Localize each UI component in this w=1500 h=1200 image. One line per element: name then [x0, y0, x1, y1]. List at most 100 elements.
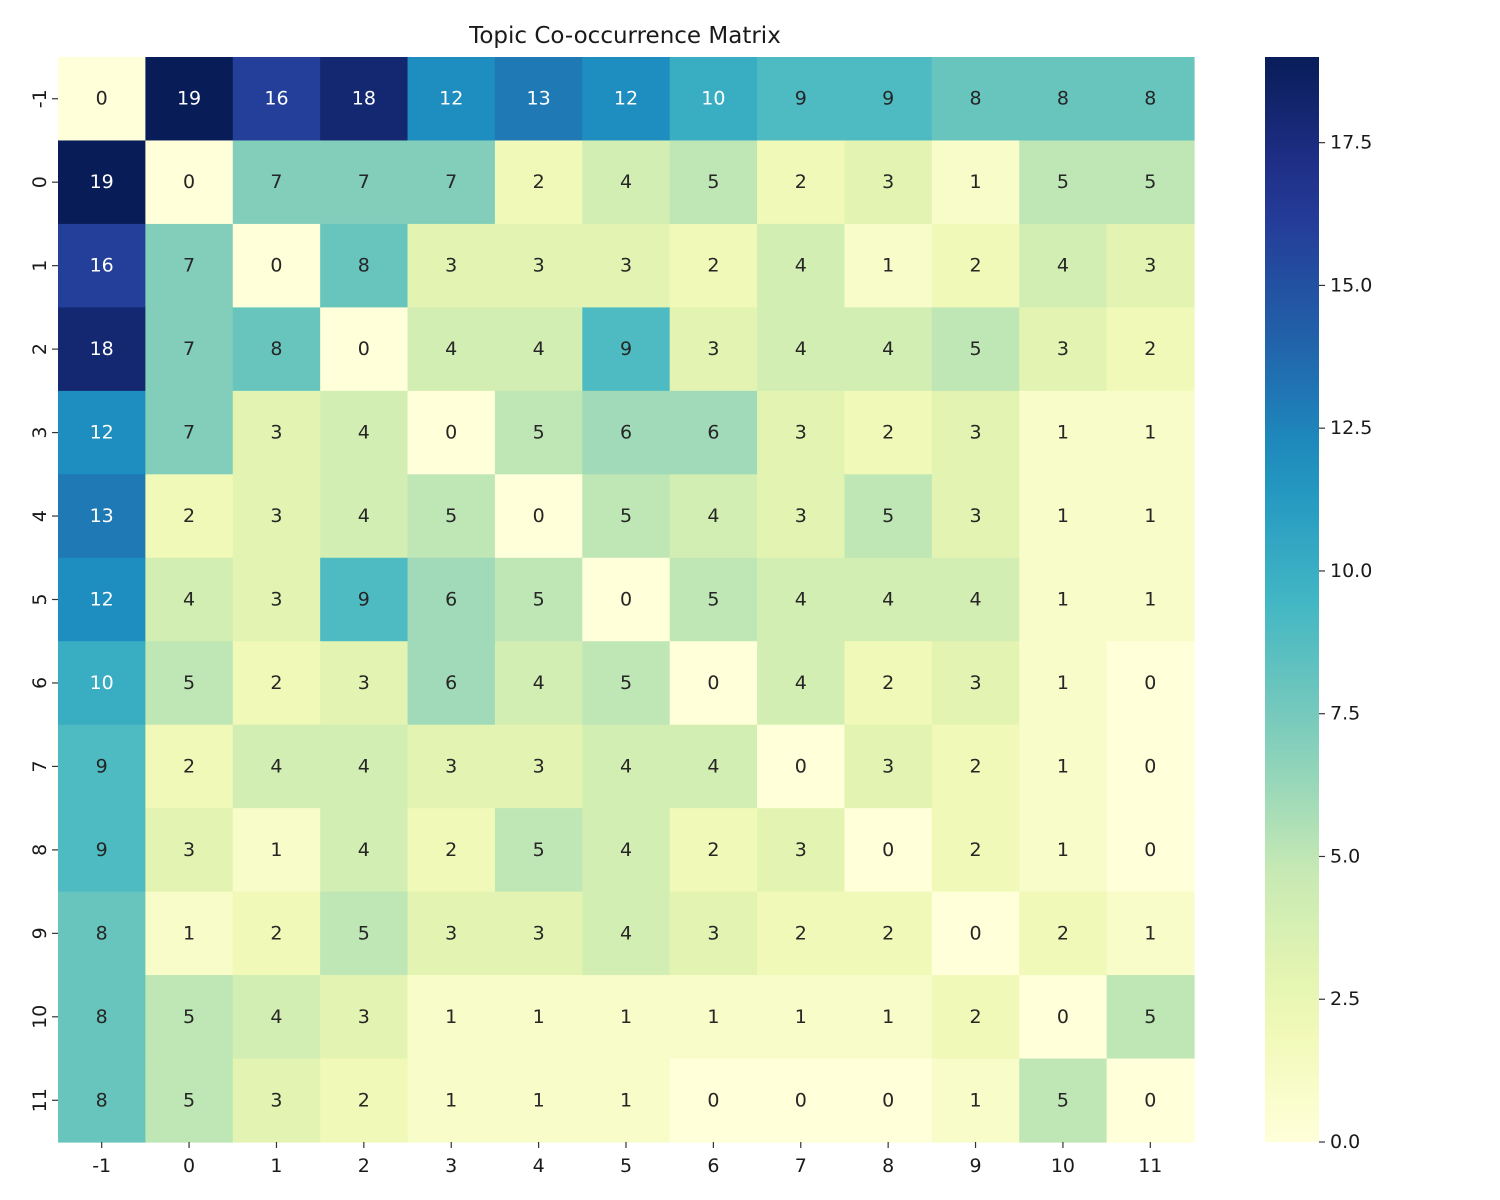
cell-value-label: 3: [795, 505, 807, 527]
cell-value-label: 19: [177, 88, 201, 110]
colorbar-tick-label: 2.5: [1330, 988, 1360, 1010]
cell-value-label: 19: [90, 171, 114, 193]
heatmap-cell: [1019, 1058, 1108, 1143]
y-tick-label: 11: [29, 1088, 51, 1112]
cell-value-label: 4: [358, 839, 370, 861]
cell-value-label: 0: [620, 589, 632, 611]
heatmap-cell: [494, 641, 583, 726]
cell-value-label: 12: [90, 589, 114, 611]
cell-value-label: 3: [445, 755, 457, 777]
cell-value-label: 1: [1057, 839, 1069, 861]
cell-value-label: 4: [358, 422, 370, 444]
heatmap-cell: [582, 57, 671, 142]
cell-value-label: 1: [882, 1006, 894, 1028]
heatmap-cell: [58, 1058, 146, 1143]
heatmap-cell: [58, 641, 146, 726]
heatmap-cell: [1019, 557, 1108, 642]
colorbar-tick-label: 5.0: [1330, 845, 1360, 867]
heatmap-cell: [844, 223, 933, 308]
x-tick-label: 11: [1138, 1155, 1162, 1177]
heatmap-cell: [844, 1058, 933, 1143]
cell-value-label: 5: [1057, 171, 1069, 193]
cell-value-label: 4: [358, 755, 370, 777]
cell-value-label: 4: [445, 338, 457, 360]
cell-value-label: 1: [882, 255, 894, 277]
cell-value-label: 0: [882, 839, 894, 861]
heatmap-cell: [669, 975, 758, 1060]
heatmap-cell: [407, 474, 496, 559]
cell-value-label: 4: [882, 589, 894, 611]
cell-value-label: 4: [707, 755, 719, 777]
cell-value-label: 4: [620, 922, 632, 944]
y-tick-label: 1: [29, 260, 51, 272]
cell-value-label: 4: [270, 755, 282, 777]
heatmap-cell: [232, 808, 321, 893]
cell-value-label: 18: [352, 88, 376, 110]
cell-value-label: 16: [264, 88, 288, 110]
heatmap-cell: [494, 140, 583, 225]
colorbar-tick-label: 7.5: [1330, 703, 1360, 725]
heatmap-cell: [407, 891, 496, 976]
cell-value-label: 3: [445, 255, 457, 277]
heatmap-cell: [232, 223, 321, 308]
cell-value-label: 6: [445, 672, 457, 694]
cell-value-label: 7: [183, 338, 195, 360]
cell-value-label: 3: [533, 922, 545, 944]
cell-value-label: 9: [96, 839, 108, 861]
heatmap-cell: [232, 724, 321, 809]
cell-value-label: 13: [527, 88, 551, 110]
heatmap-cell: [407, 808, 496, 893]
heatmap-cell: [582, 140, 671, 225]
heatmap-cell: [407, 57, 496, 142]
cell-value-label: 3: [969, 672, 981, 694]
x-tick-label: 2: [358, 1155, 370, 1177]
cell-value-label: 2: [795, 922, 807, 944]
heatmap-cell: [320, 474, 409, 559]
cell-value-label: 3: [270, 589, 282, 611]
cell-value-label: 2: [445, 839, 457, 861]
y-tick-label: 4: [29, 510, 51, 522]
heatmap-cell: [582, 724, 671, 809]
heatmap-cell: [1106, 1058, 1195, 1143]
cell-value-label: 1: [1057, 589, 1069, 611]
cell-value-label: 2: [533, 171, 545, 193]
cell-value-label: 13: [90, 505, 114, 527]
heatmap-cell: [494, 223, 583, 308]
cell-value-label: 12: [439, 88, 463, 110]
heatmap-cell: [320, 808, 409, 893]
heatmap-cell: [1019, 140, 1108, 225]
cell-value-label: 5: [882, 505, 894, 527]
cell-value-label: 0: [96, 88, 108, 110]
x-tick-label: 0: [183, 1155, 195, 1177]
y-tick-label: 5: [29, 593, 51, 605]
y-tick-label: 6: [29, 677, 51, 689]
heatmap-cell: [494, 307, 583, 392]
heatmap-cell: [931, 724, 1020, 809]
heatmap-cell: [669, 474, 758, 559]
x-tick-label: 3: [445, 1155, 457, 1177]
cell-value-label: 7: [183, 255, 195, 277]
heatmap-cell: [232, 891, 321, 976]
heatmap-cell: [58, 808, 146, 893]
colorbar-tick-label: 10.0: [1330, 560, 1372, 582]
heatmap-cell: [1019, 390, 1108, 475]
heatmap-cell: [757, 390, 846, 475]
heatmap-cell: [931, 975, 1020, 1060]
colorbar-tick-label: 17.5: [1330, 132, 1372, 154]
heatmap-cell: [1106, 557, 1195, 642]
cell-value-label: 3: [270, 1089, 282, 1111]
cell-value-label: 16: [90, 255, 114, 277]
cell-value-label: 4: [969, 589, 981, 611]
cell-value-label: 5: [183, 1006, 195, 1028]
heatmap-cell: [582, 975, 671, 1060]
cell-value-label: 1: [1057, 755, 1069, 777]
cell-value-label: 5: [707, 589, 719, 611]
x-tick-label: 5: [620, 1155, 632, 1177]
cell-value-label: 5: [620, 505, 632, 527]
cell-value-label: 8: [96, 1006, 108, 1028]
heatmap-cell: [1019, 724, 1108, 809]
heatmap-cell: [320, 724, 409, 809]
colorbar: 0.0 2.5 5.0 7.5 10.0 12.5 15.0 17.5: [1265, 57, 1372, 1153]
cell-value-label: 2: [270, 922, 282, 944]
heatmap-cell: [582, 557, 671, 642]
